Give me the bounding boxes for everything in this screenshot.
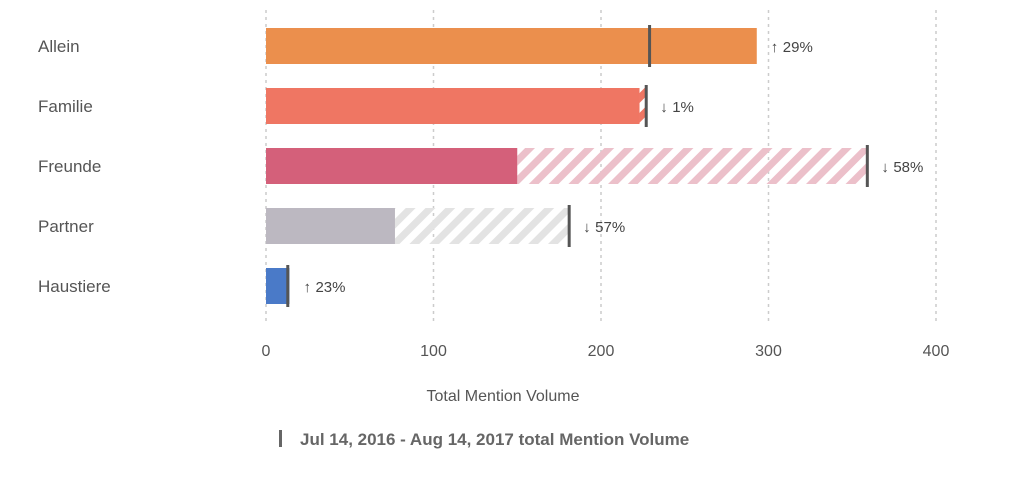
previous-value-marker <box>286 265 290 307</box>
x-tick-label: 300 <box>755 343 782 360</box>
category-label: Allein <box>38 37 80 56</box>
category-label: Partner <box>38 217 94 236</box>
x-axis-title: Total Mention Volume <box>427 388 580 405</box>
change-label: 29% <box>783 39 813 56</box>
previous-period-bar <box>639 88 647 124</box>
category-label: Haustiere <box>38 277 111 296</box>
previous-period-bar <box>394 208 570 244</box>
arrow-up-icon: ↑ <box>771 39 779 56</box>
x-tick-label: 100 <box>420 343 447 360</box>
category-label: Familie <box>38 97 93 116</box>
legend-label: Jul 14, 2016 - Aug 14, 2017 total Mentio… <box>300 430 689 449</box>
x-tick-label: 200 <box>588 343 615 360</box>
arrow-down-icon: ↓ <box>583 219 591 236</box>
change-label: 23% <box>315 279 345 296</box>
bar-partner[interactable] <box>266 208 395 244</box>
bar-haustiere[interactable] <box>266 268 290 304</box>
bar-familie[interactable] <box>266 88 640 124</box>
previous-value-marker <box>865 145 869 187</box>
bar-freunde[interactable] <box>266 148 518 184</box>
previous-value-marker <box>567 205 571 247</box>
x-tick-label: 0 <box>262 343 271 360</box>
arrow-up-icon: ↑ <box>303 279 311 296</box>
change-label: 1% <box>672 99 694 116</box>
bar-allein[interactable] <box>266 28 757 64</box>
previous-period-bar <box>517 148 868 184</box>
previous-value-marker <box>648 25 652 67</box>
legend-marker <box>279 430 282 447</box>
change-label: 58% <box>893 159 923 176</box>
arrow-down-icon: ↓ <box>881 159 889 176</box>
change-label: 57% <box>595 219 625 236</box>
arrow-down-icon: ↓ <box>660 99 668 116</box>
previous-value-marker <box>644 85 648 127</box>
category-label: Freunde <box>38 157 101 176</box>
x-tick-label: 400 <box>923 343 950 360</box>
